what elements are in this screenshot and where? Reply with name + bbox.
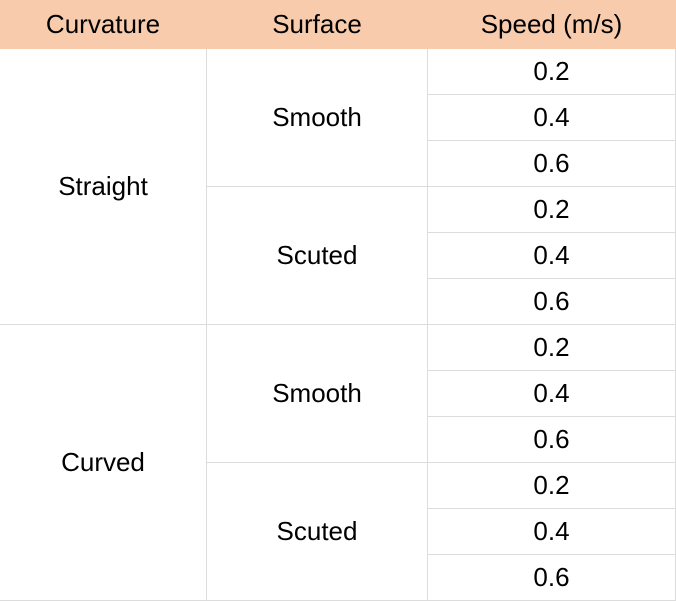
surface-cell: Scuted (207, 187, 428, 325)
speed-cell: 0.2 (428, 325, 676, 371)
surface-cell: Smooth (207, 49, 428, 187)
speed-cell: 0.6 (428, 555, 676, 601)
speed-cell: 0.2 (428, 187, 676, 233)
speed-cell: 0.2 (428, 463, 676, 509)
surface-cell: Scuted (207, 463, 428, 601)
speed-cell: 0.6 (428, 417, 676, 463)
speed-cell: 0.4 (428, 95, 676, 141)
speed-cell: 0.6 (428, 279, 676, 325)
header-cell: Curvature (0, 0, 207, 49)
curvature-cell: Straight (0, 49, 207, 325)
speed-cell: 0.2 (428, 49, 676, 95)
surface-cell: Smooth (207, 325, 428, 463)
speed-cell: 0.4 (428, 509, 676, 555)
speed-cell: 0.4 (428, 233, 676, 279)
curvature-cell: Curved (0, 325, 207, 601)
speed-cell: 0.4 (428, 371, 676, 417)
speed-cell: 0.6 (428, 141, 676, 187)
header-cell: Speed (m/s) (428, 0, 676, 49)
header-cell: Surface (207, 0, 428, 49)
